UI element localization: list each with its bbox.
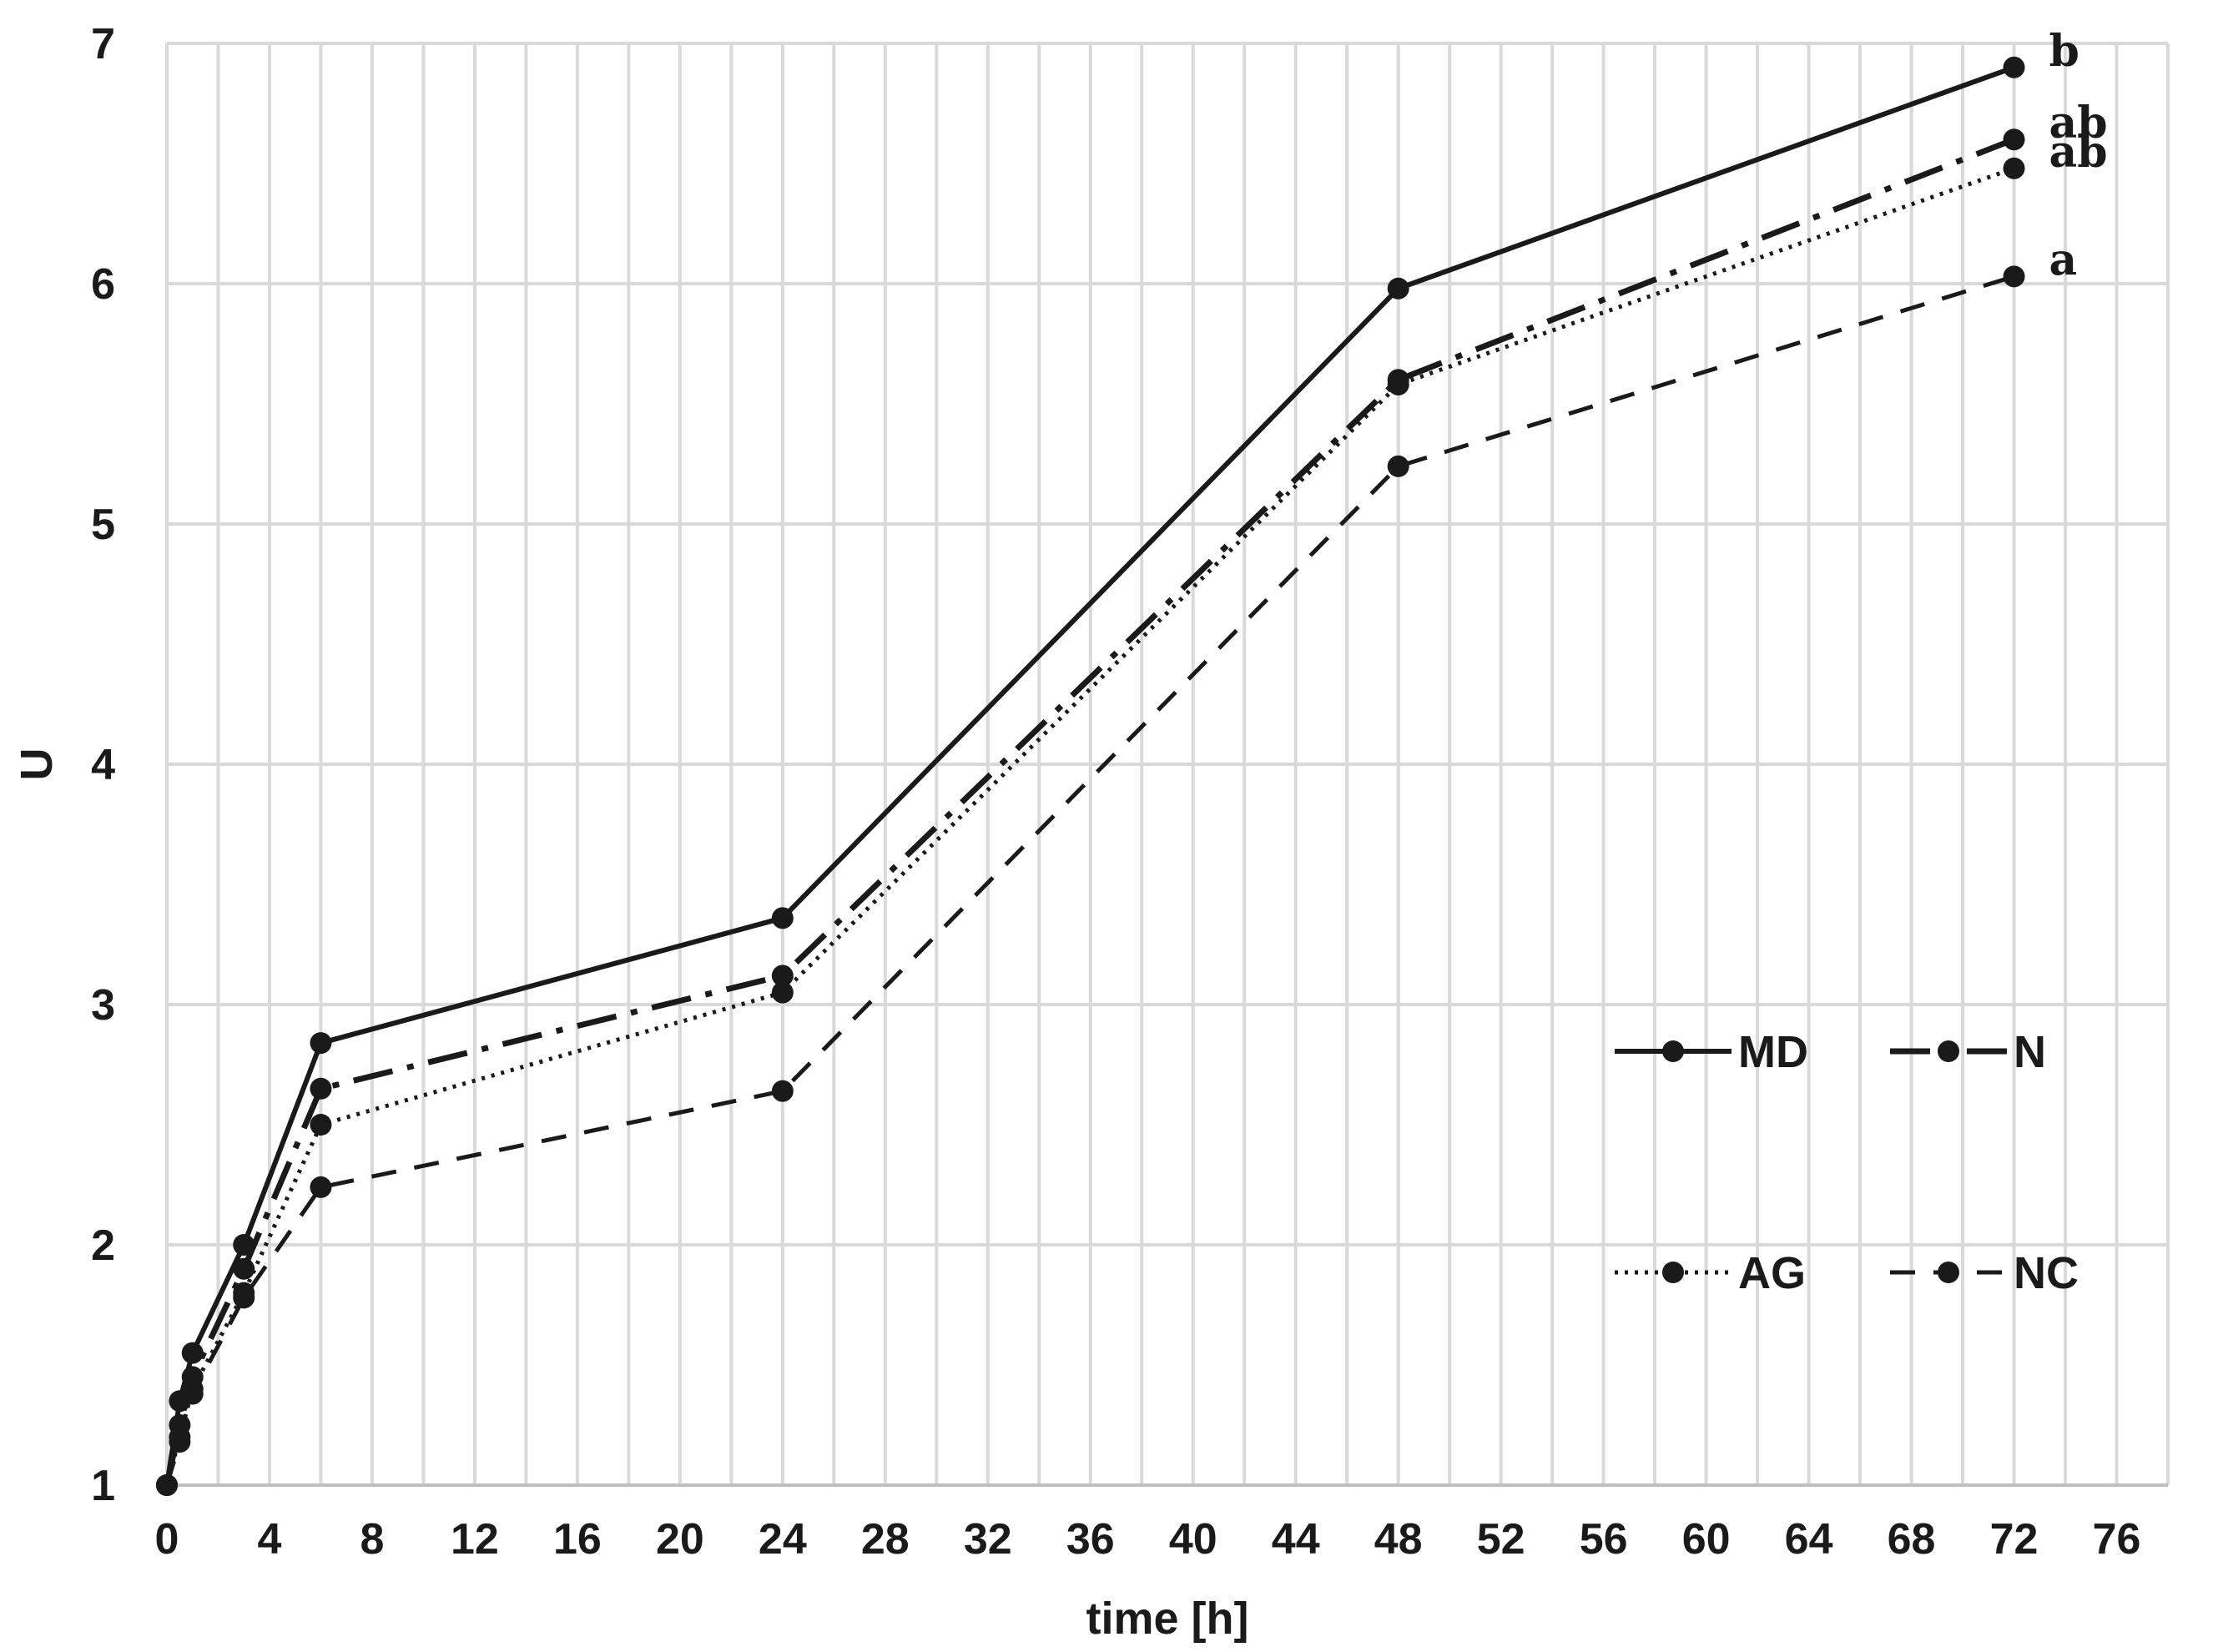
y-tick-label: 4: [91, 741, 115, 789]
legend-marker: [1938, 1262, 1959, 1283]
x-axis-title: time [h]: [1086, 1594, 1249, 1644]
x-tick-label: 12: [451, 1515, 499, 1564]
y-axis-title: U: [12, 748, 62, 781]
x-tick-label: 0: [155, 1515, 179, 1564]
data-point-md: [1387, 277, 1409, 300]
data-point-nc: [771, 1080, 794, 1102]
x-tick-label: 20: [656, 1515, 704, 1564]
legend-item-ag: AG: [1615, 1248, 1806, 1298]
legend-label: NC: [2014, 1248, 2079, 1298]
x-tick-label: 24: [759, 1515, 807, 1564]
data-point-nc: [156, 1474, 178, 1496]
x-tick-label: 56: [1580, 1515, 1628, 1564]
legend-marker: [1938, 1040, 1959, 1062]
data-point-n: [310, 1077, 332, 1100]
grid: [165, 42, 2170, 1487]
x-tick-label: 40: [1169, 1515, 1217, 1564]
series-line-n: [164, 136, 2015, 1486]
data-point-nc: [1387, 455, 1409, 477]
data-point-md: [2003, 56, 2025, 78]
y-tick-label: 2: [91, 1221, 115, 1270]
legend-marker: [1662, 1040, 1684, 1062]
x-tick-label: 64: [1785, 1515, 1833, 1564]
legend-label: MD: [1738, 1027, 1808, 1077]
x-tick-label: 72: [1990, 1515, 2039, 1564]
y-tick-label: 3: [91, 981, 115, 1030]
data-point-nc: [310, 1176, 332, 1198]
data-point-nc: [181, 1383, 204, 1405]
legend-marker: [1662, 1262, 1684, 1283]
y-tick-label: 6: [91, 260, 115, 309]
y-tick-label: 7: [91, 20, 115, 68]
data-point-n: [233, 1257, 255, 1280]
x-tick-label: 52: [1477, 1515, 1525, 1564]
x-tick-label: 68: [1888, 1515, 1936, 1564]
x-tick-label: 76: [2093, 1515, 2141, 1564]
legend-label: N: [2014, 1027, 2046, 1077]
x-tick-label: 8: [360, 1515, 384, 1564]
data-point-ag: [310, 1114, 332, 1136]
legend-label: AG: [1738, 1248, 1806, 1298]
x-tick-label: 32: [964, 1515, 1012, 1564]
data-point-ag: [771, 981, 794, 1004]
series-lines: [156, 56, 2025, 1496]
data-point-ag: [2003, 157, 2025, 179]
significance-label-n: ab: [2049, 98, 2108, 149]
data-point-n: [2003, 128, 2025, 151]
data-point-ag: [1387, 373, 1409, 395]
x-tick-label: 60: [1682, 1515, 1731, 1564]
x-tick-label: 4: [258, 1515, 282, 1564]
data-point-nc: [169, 1431, 191, 1453]
x-tick-label: 48: [1374, 1515, 1423, 1564]
data-point-nc: [233, 1287, 255, 1309]
data-point-md: [310, 1032, 332, 1055]
legend: MD N AG NC: [1615, 1027, 2079, 1298]
y-tick-label: 1: [91, 1462, 115, 1510]
x-tick-label: 44: [1272, 1515, 1320, 1564]
data-point-n: [771, 965, 794, 987]
y-tick-label: 5: [91, 501, 115, 549]
significance-label-md: b: [2049, 26, 2079, 77]
data-point-md: [181, 1342, 204, 1364]
x-tick-label: 16: [553, 1515, 602, 1564]
series-line-ag: [164, 166, 2015, 1486]
legend-item-md: MD: [1615, 1027, 1808, 1077]
axes: 0 4 8 12 16 20 24 28 32 36 40 44 48 52 56 60 64 68 72 76123…: [91, 20, 2168, 1564]
data-point-md: [771, 907, 794, 929]
x-tick-label: 28: [861, 1515, 910, 1564]
x-tick-label: 36: [1066, 1515, 1115, 1564]
legend-item-n: N: [1890, 1027, 2046, 1077]
significance-label-nc: a: [2049, 234, 2078, 285]
significance-label-ag: ab: [2049, 127, 2108, 178]
legend-item-nc: NC: [1890, 1248, 2079, 1298]
data-point-nc: [2003, 265, 2025, 288]
